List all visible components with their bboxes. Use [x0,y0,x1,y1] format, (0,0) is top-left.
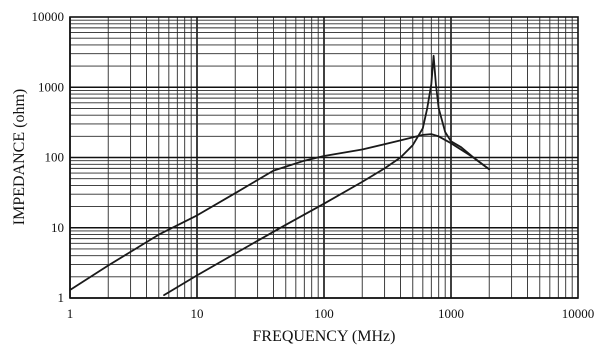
y-tick-label: 10000 [32,9,65,24]
y-tick-label: 100 [45,150,65,165]
y-tick-label: 1 [58,290,65,305]
x-tick-labels: 1 10 100 1000 10000 [67,306,595,321]
x-tick-label: 10 [191,306,204,321]
y-tick-label: 1000 [38,79,64,94]
plot-frame [69,16,579,299]
y-tick-label: 10 [51,220,64,235]
x-axis-title: FREQUENCY (MHz) [253,328,396,345]
series-line-1 [69,133,491,291]
series-line-2 [163,54,491,296]
y-tick-labels: 1 10 100 1000 10000 [32,9,65,305]
x-tick-label: 1 [67,306,74,321]
grid [69,17,578,299]
x-tick-label: 10000 [562,306,595,321]
x-tick-label: 100 [314,306,334,321]
x-tick-label: 1000 [438,306,464,321]
curves [69,54,491,296]
y-axis-title: IMPEDANCE (ohm) [11,89,28,225]
